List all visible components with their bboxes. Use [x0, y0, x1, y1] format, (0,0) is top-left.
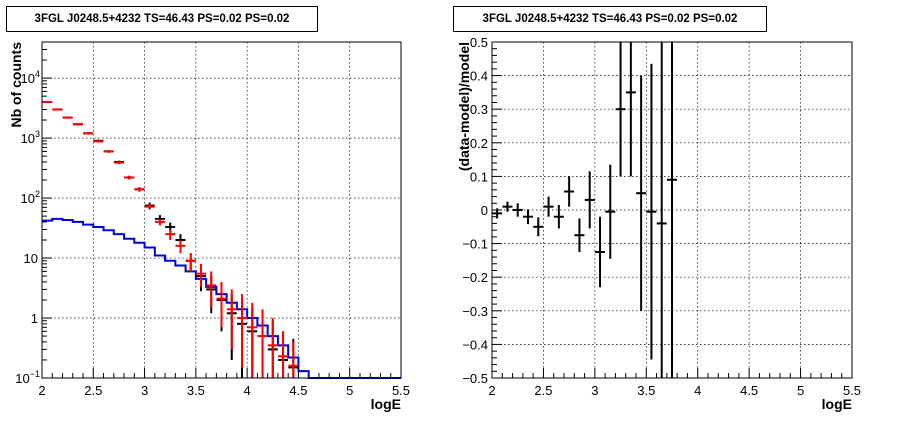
x-tick-label: 3.5	[187, 383, 205, 398]
x-tick-label: 3	[591, 383, 598, 398]
y-tick-label: −0.5	[462, 371, 488, 386]
y-axis-label: (data-model)/model	[456, 42, 472, 171]
y-tick-label: −0.1	[462, 237, 488, 252]
x-axis-label: logE	[822, 396, 852, 412]
x-tick-label: 2	[488, 383, 495, 398]
x-tick-label: 4	[244, 383, 251, 398]
y-tick-label: −0.2	[462, 270, 488, 285]
y-tick-label: 0.3	[470, 102, 488, 117]
x-tick-label: 5.5	[843, 383, 861, 398]
y-tick-label: 103	[21, 129, 40, 146]
y-tick-label: 0.4	[470, 69, 488, 84]
y-tick-label: 0.1	[470, 169, 488, 184]
y-tick-label: 0	[481, 203, 488, 218]
x-tick-label: 2	[38, 383, 45, 398]
x-tick-label: 4.5	[740, 383, 758, 398]
y-tick-label: 1	[31, 311, 38, 326]
right-chart-title: 3FGL J0248.5+4232 TS=46.43 PS=0.02 PS=0.…	[453, 6, 767, 32]
y-axis-label: Nb of counts	[8, 42, 24, 128]
y-tick-label: 102	[21, 189, 40, 206]
plot-frame	[41, 41, 402, 379]
y-tick-label: 0.5	[470, 35, 488, 50]
y-tick-label: 104	[21, 69, 40, 86]
y-tick-label: 10	[24, 251, 38, 266]
x-tick-label: 5.5	[392, 383, 410, 398]
y-tick-label: −0.4	[462, 337, 488, 352]
x-tick-label: 3	[141, 383, 148, 398]
y-tick-label: 0.2	[470, 136, 488, 151]
plot-frame	[491, 41, 853, 379]
x-tick-label: 4.5	[289, 383, 307, 398]
left-chart-title: 3FGL J0248.5+4232 TS=46.43 PS=0.02 PS=0.…	[6, 6, 318, 32]
x-tick-label: 4	[694, 383, 701, 398]
x-tick-label: 3.5	[637, 383, 655, 398]
y-tick-label: −0.3	[462, 304, 488, 319]
residuals-chart: 2 2.5 3 3.5 4 4.5 5 5.5 −0.5 −0.4 −0.3 −0.2 −0.1 0 0.1…	[456, 35, 861, 412]
x-tick-label: 5	[797, 383, 804, 398]
x-tick-label: 2.5	[534, 383, 552, 398]
x-tick-label: 2.5	[84, 383, 102, 398]
counts-chart: 2 2.5 3 3.5 4 4.5 5 5.5 10−1 1 10 102 103 104 logE Nb o…	[8, 41, 410, 412]
background-step-line	[42, 217, 401, 379]
x-tick-label: 5	[346, 383, 353, 398]
x-axis-label: logE	[371, 396, 401, 412]
y-tick-label: 10−1	[15, 369, 40, 386]
